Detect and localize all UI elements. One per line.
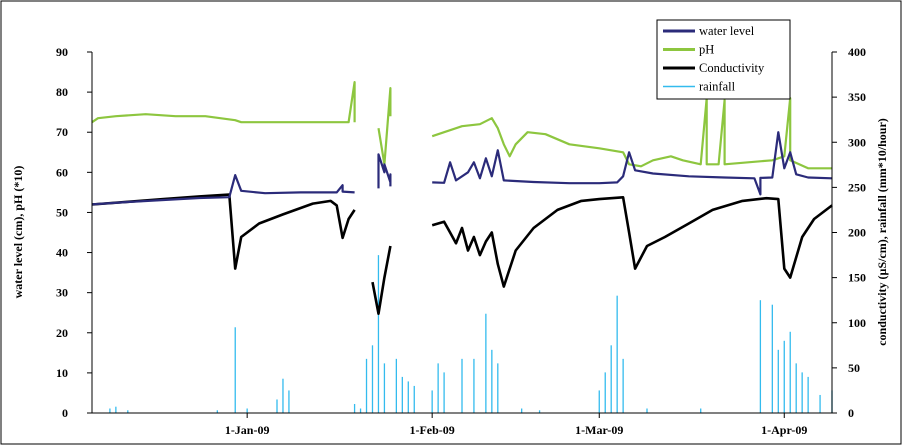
- left-y-tick-label: 30: [56, 286, 68, 300]
- right-y-axis-title: conductivity (µS/cm), rainfall (mm*10/ho…: [875, 118, 889, 346]
- left-y-axis-title: water level (cm), pH (*10): [11, 166, 25, 299]
- right-y-tick-label: 0: [848, 406, 854, 420]
- left-y-tick-label: 90: [56, 45, 68, 59]
- x-tick-label: 1-Jan-09: [225, 423, 270, 437]
- left-y-tick-label: 80: [56, 85, 68, 99]
- left-y-tick-label: 10: [56, 366, 68, 380]
- left-y-tick-label: 50: [56, 205, 68, 219]
- left-y-tick-label: 70: [56, 125, 68, 139]
- x-tick-label: 1-Apr-09: [761, 423, 807, 437]
- legend-label-ph: pH: [699, 43, 714, 57]
- legend-label-conductivity: Conductivity: [699, 61, 765, 75]
- left-y-tick-label: 40: [56, 246, 68, 260]
- x-tick-label: 1-Mar-09: [575, 423, 623, 437]
- left-y-tick-label: 60: [56, 165, 68, 179]
- x-tick-label: 1-Feb-09: [409, 423, 454, 437]
- left-y-tick-label: 0: [62, 406, 68, 420]
- left-y-tick-label: 20: [56, 326, 68, 340]
- legend: water level pH Conductivity rainfall: [657, 20, 790, 99]
- right-y-tick-label: 300: [848, 135, 866, 149]
- legend-label-water-level: water level: [699, 24, 755, 38]
- right-y-tick-label: 400: [848, 45, 866, 59]
- right-y-tick-label: 150: [848, 271, 866, 285]
- right-y-tick-label: 100: [848, 316, 866, 330]
- right-y-tick-label: 50: [848, 361, 860, 375]
- right-y-tick-label: 200: [848, 226, 866, 240]
- legend-label-rainfall: rainfall: [699, 80, 736, 94]
- right-y-tick-label: 350: [848, 90, 866, 104]
- right-y-tick-label: 250: [848, 180, 866, 194]
